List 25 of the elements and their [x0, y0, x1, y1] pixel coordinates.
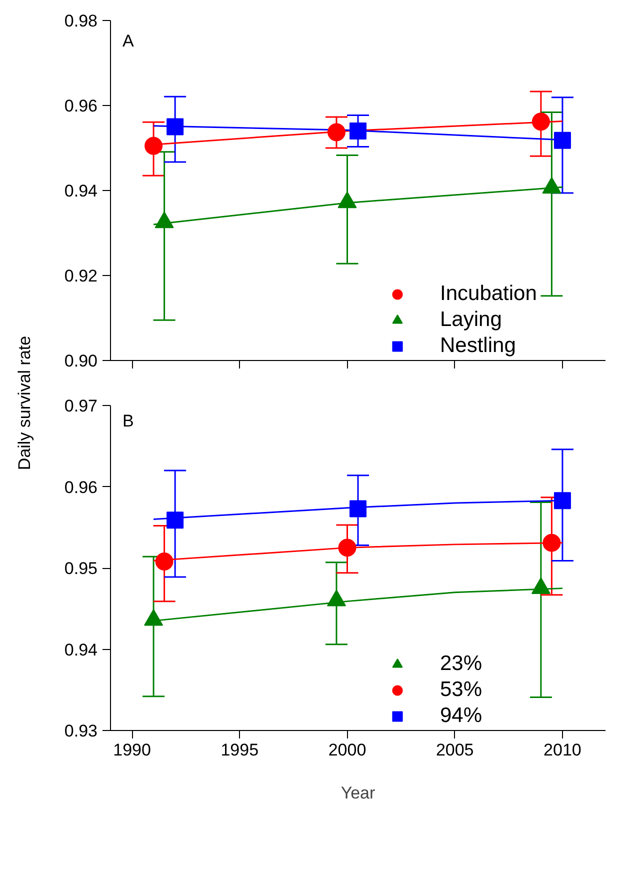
text: A [122, 32, 134, 50]
legend-label: 94% [440, 704, 482, 728]
y-tick-label: 0.90 [64, 352, 98, 370]
y-tick-label: 0.97 [64, 396, 98, 416]
legend-label: Nestling [440, 334, 516, 358]
y-axis-title: Daily survival rate [15, 336, 34, 470]
chart-title: B [122, 412, 134, 430]
x-tick-label: 1995 [220, 740, 259, 760]
legend-label: 23% [440, 652, 482, 676]
x-tick-label: 2000 [328, 740, 366, 760]
legend-label: Laying [440, 308, 502, 332]
y-tick-label: 0.92 [64, 266, 98, 286]
x-tick-label: 2005 [436, 740, 474, 760]
y-tick-label: 0.98 [64, 12, 98, 30]
y-tick-label: 0.95 [64, 559, 98, 578]
y-tick-label: 0.94 [64, 640, 98, 660]
x-tick-label: 2010 [544, 740, 582, 760]
y-tick-label: 0.96 [64, 96, 98, 116]
y-tick-label: 0.93 [64, 722, 98, 740]
legend-label: Incubation [440, 282, 537, 306]
y-tick-label: 0.96 [64, 478, 98, 497]
x-axis-title: Year [340, 784, 376, 802]
legend-label: 53% [440, 678, 482, 702]
y-tick-label: 0.94 [64, 182, 98, 200]
x-tick-label: 1990 [113, 740, 151, 760]
